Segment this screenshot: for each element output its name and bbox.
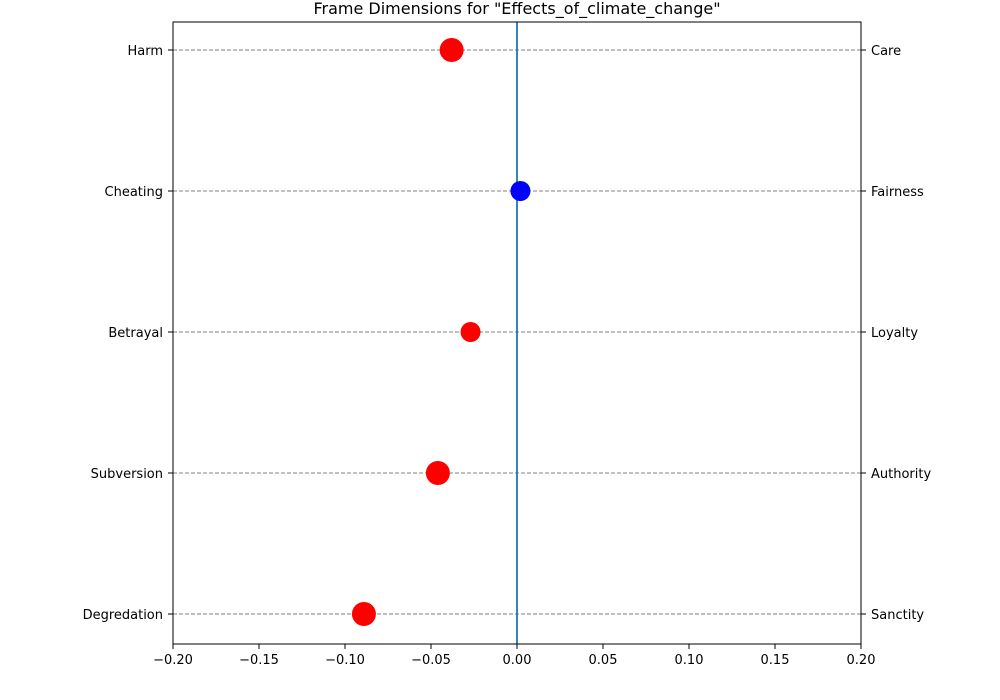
left-label-harm: Harm xyxy=(127,44,163,59)
data-point-care xyxy=(439,38,464,62)
left-label-cheating: Cheating xyxy=(105,185,163,200)
left-axis-labels: Harm Cheating Betrayal Subversion Degredatio… xyxy=(83,44,173,623)
x-axis-ticks: −0.20 −0.15 −0.10 −0.05 0.00 0.05 0.10 0.15 0.20 xyxy=(153,644,875,668)
right-label-care: Care xyxy=(871,44,901,59)
right-label-loyalty: Loyalty xyxy=(871,326,918,341)
x-tick-label: 0.20 xyxy=(847,653,876,668)
x-tick-label: 0.10 xyxy=(675,653,704,668)
left-label-degredation: Degredation xyxy=(83,608,163,623)
data-point-sanctity xyxy=(351,602,376,626)
right-label-fairness: Fairness xyxy=(871,185,924,200)
x-tick-label: −0.20 xyxy=(153,653,193,668)
data-points xyxy=(351,38,531,626)
x-tick-label: −0.10 xyxy=(325,653,365,668)
chart-title: Frame Dimensions for "Effects_of_climate… xyxy=(313,0,720,19)
x-tick-label: 0.05 xyxy=(589,653,618,668)
data-point-authority xyxy=(425,461,450,485)
data-point-fairness xyxy=(510,181,531,201)
right-axis-labels: Care Fairness Loyalty Authority Sanctity xyxy=(861,44,931,623)
x-tick-label: 0.15 xyxy=(761,653,790,668)
data-point-loyalty xyxy=(460,322,481,342)
right-label-authority: Authority xyxy=(871,467,931,482)
right-label-sanctity: Sanctity xyxy=(871,608,924,623)
x-tick-label: −0.15 xyxy=(239,653,279,668)
left-label-subversion: Subversion xyxy=(91,467,163,482)
left-label-betrayal: Betrayal xyxy=(108,326,163,341)
x-tick-label: 0.00 xyxy=(503,653,532,668)
x-tick-label: −0.05 xyxy=(411,653,451,668)
